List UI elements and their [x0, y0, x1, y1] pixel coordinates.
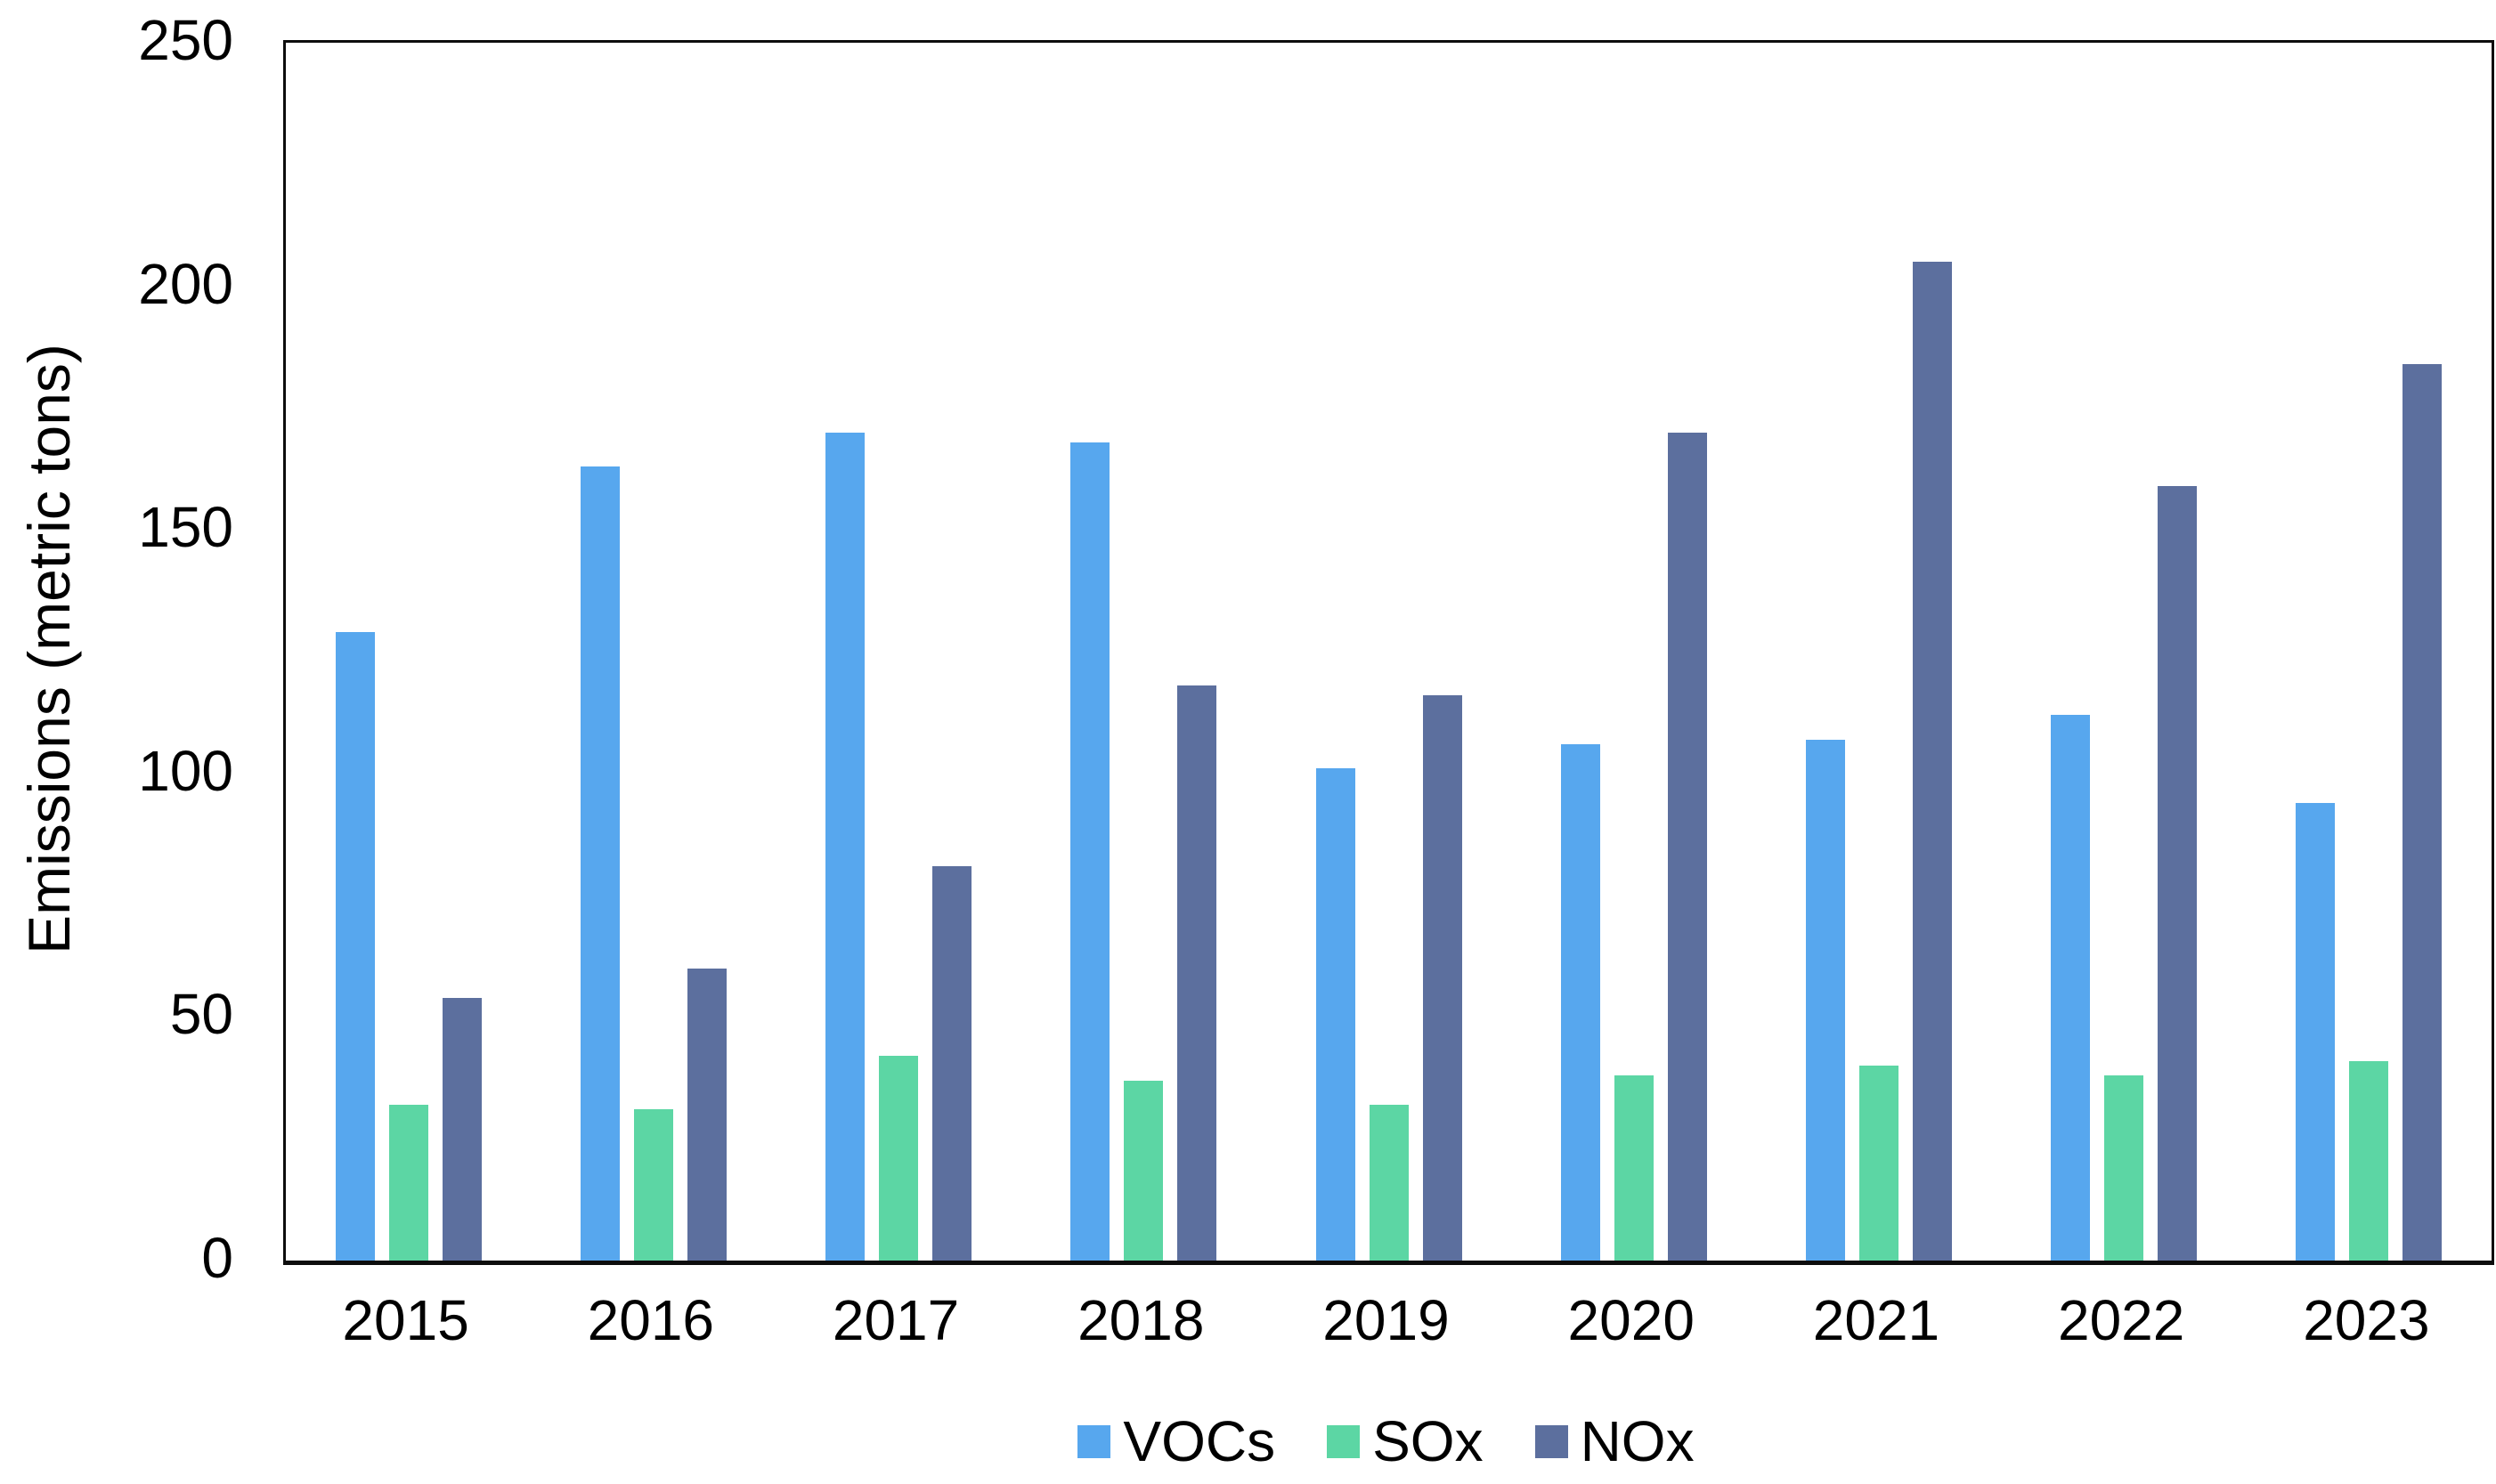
x-tick-label-2018: 2018: [1077, 1288, 1205, 1352]
bar-sox-2018: [1124, 1080, 1164, 1261]
bar-nox-2019: [1422, 695, 1462, 1261]
bar-vocs-2018: [1070, 442, 1110, 1261]
x-tick-label-2021: 2021: [1812, 1288, 1940, 1352]
x-tick-label-2023: 2023: [2303, 1288, 2430, 1352]
bar-vocs-2023: [2296, 802, 2336, 1261]
bar-sox-2023: [2349, 1060, 2389, 1261]
legend-item-vocs: VOCs: [1077, 1409, 1275, 1473]
bar-sox-2016: [633, 1109, 673, 1261]
bar-vocs-2015: [335, 632, 375, 1261]
legend-label-sox: SOx: [1372, 1409, 1484, 1473]
legend-swatch-vocs: [1077, 1424, 1111, 1458]
bar-vocs-2022: [2051, 715, 2091, 1261]
bar-nox-2016: [687, 968, 727, 1261]
bar-nox-2022: [2158, 485, 2198, 1261]
legend-label-nox: NOx: [1580, 1409, 1695, 1473]
x-tick-label-2016: 2016: [587, 1288, 715, 1352]
bar-nox-2015: [442, 997, 482, 1261]
bar-nox-2021: [1912, 262, 1952, 1261]
legend-item-sox: SOx: [1327, 1409, 1484, 1473]
bar-vocs-2020: [1560, 743, 1600, 1261]
bar-vocs-2017: [825, 432, 866, 1261]
y-tick-label-150: 150: [138, 495, 233, 560]
bar-nox-2017: [932, 865, 972, 1261]
bar-nox-2020: [1667, 432, 1707, 1261]
bar-sox-2019: [1369, 1104, 1409, 1261]
bar-sox-2020: [1614, 1075, 1654, 1261]
legend-item-nox: NOx: [1534, 1409, 1695, 1473]
legend: VOCs SOx NOx: [283, 1409, 2489, 1473]
bar-sox-2022: [2104, 1075, 2144, 1261]
y-tick-label-100: 100: [138, 738, 233, 803]
x-tick-label-2015: 2015: [342, 1288, 469, 1352]
legend-swatch-nox: [1534, 1424, 1568, 1458]
x-tick-label-2017: 2017: [832, 1288, 960, 1352]
plot-area: [283, 40, 2494, 1265]
x-tick-label-2020: 2020: [1567, 1288, 1695, 1352]
y-tick-label-200: 200: [138, 251, 233, 316]
bar-vocs-2019: [1315, 768, 1355, 1261]
legend-label-vocs: VOCs: [1123, 1409, 1276, 1473]
y-axis-title: Emissions (metric tons): [16, 344, 82, 954]
bar-sox-2015: [388, 1104, 428, 1261]
bar-vocs-2021: [1805, 739, 1845, 1261]
bar-nox-2023: [2403, 364, 2443, 1261]
bar-vocs-2016: [580, 466, 620, 1261]
bar-sox-2017: [879, 1056, 919, 1261]
bar-nox-2018: [1177, 685, 1217, 1261]
x-tick-label-2019: 2019: [1322, 1288, 1450, 1352]
y-tick-label-50: 50: [169, 982, 233, 1047]
legend-swatch-sox: [1327, 1424, 1361, 1458]
bar-sox-2021: [1858, 1066, 1898, 1261]
y-tick-label-250: 250: [138, 8, 233, 72]
y-tick-label-0: 0: [201, 1226, 233, 1290]
x-tick-label-2022: 2022: [2057, 1288, 2185, 1352]
